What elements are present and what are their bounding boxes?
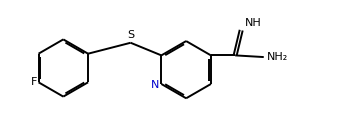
Text: S: S (127, 30, 134, 40)
Text: NH₂: NH₂ (266, 52, 288, 62)
Text: NH: NH (245, 18, 261, 28)
Text: N: N (151, 80, 160, 90)
Text: F: F (30, 77, 37, 87)
